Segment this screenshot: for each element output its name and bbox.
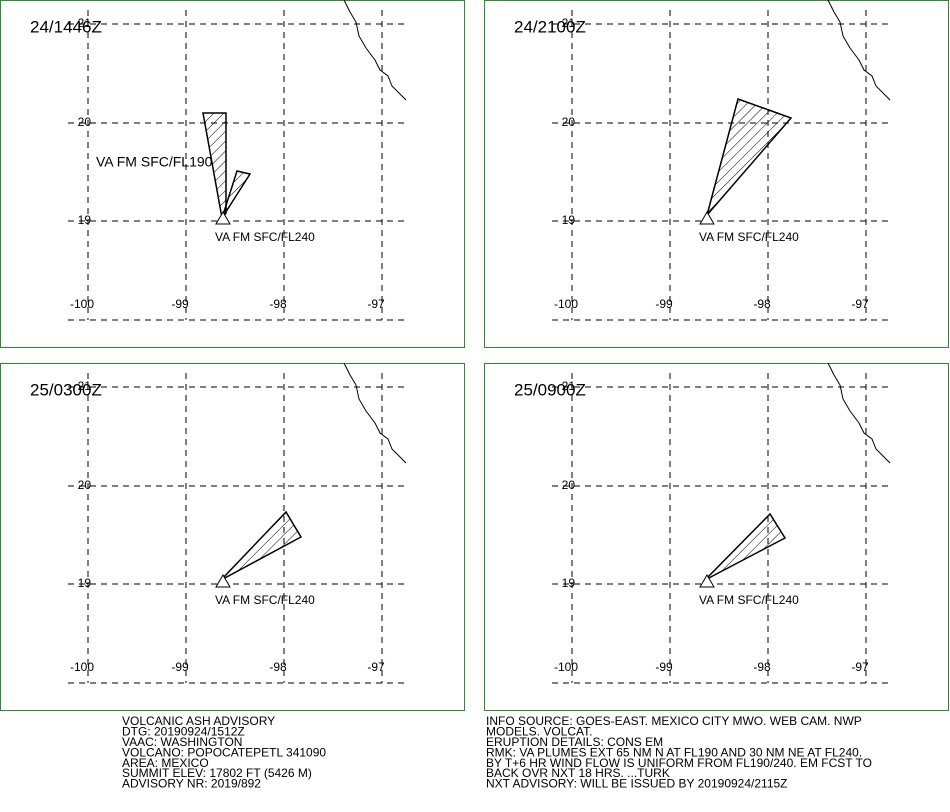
- advisory-line: VOLCANO: POPOCATEPETL 341090: [122, 745, 326, 759]
- lat-label: 19: [78, 213, 92, 227]
- ash-plume: [704, 512, 787, 581]
- panel-border: [484, 363, 949, 711]
- lat-label: 19: [78, 576, 92, 590]
- coastline: [827, 362, 891, 464]
- volcano-symbol: [699, 211, 715, 225]
- coastline: [343, 0, 407, 101]
- lat-label: 20: [78, 115, 92, 129]
- ash-label: VA FM SFC/FL240: [699, 593, 799, 607]
- advisory-line: BACK OVR NXT 18 HRS. ...TURK: [486, 766, 670, 780]
- panel-border: [0, 0, 465, 348]
- ash-label: VA FM SFC/FL190: [96, 154, 213, 170]
- lat-label: 21: [78, 16, 92, 30]
- advisory-line: NXT ADVISORY: WILL BE ISSUED BY 20190924…: [486, 777, 788, 791]
- valid-time: 25/0900Z: [514, 380, 586, 399]
- valid-time: 25/0300Z: [30, 380, 102, 399]
- map-panel: 21 20 19 -100 -99 -98 -97 25/0300Z VA FM SFC/FL2…: [0, 362, 465, 711]
- coastline: [343, 362, 407, 464]
- lat-label: 21: [78, 379, 92, 393]
- lon-label: -98: [269, 297, 287, 311]
- advisory-line: ADVISORY NR: 2019/892: [122, 777, 261, 791]
- ash-plume: [706, 98, 793, 216]
- lat-label: 21: [562, 16, 576, 30]
- advisory-line: VAAC: WASHINGTON: [122, 735, 242, 749]
- lon-label: -98: [753, 660, 771, 674]
- lon-label: -98: [269, 660, 287, 674]
- ash-label: VA FM SFC/FL240: [699, 230, 799, 244]
- lat-label: 21: [562, 379, 576, 393]
- lat-label: 19: [562, 576, 576, 590]
- panel-border: [0, 363, 465, 711]
- lon-label: -100: [70, 660, 94, 674]
- lon-label: -97: [851, 660, 869, 674]
- lon-label: -97: [851, 297, 869, 311]
- advisory-line: RMK: VA PLUMES EXT 65 NM N AT FL190 AND …: [486, 745, 862, 759]
- ash-label: VA FM SFC/FL240: [215, 593, 315, 607]
- coastline: [827, 0, 891, 101]
- advisory-line: ERUPTION DETAILS: CONS EM: [486, 735, 663, 749]
- map-panel: 21 20 19 -100 -99 -98 -97 24/1446Z VA FM SFC/FL1…: [0, 0, 465, 348]
- lon-label: -99: [655, 660, 673, 674]
- advisory-line: DTG: 20190924/1512Z: [122, 725, 245, 739]
- lon-label: -98: [753, 297, 771, 311]
- panel-border: [484, 0, 949, 348]
- volcano-symbol: [215, 574, 231, 588]
- lat-label: 20: [562, 115, 576, 129]
- valid-time: 24/2100Z: [514, 17, 586, 36]
- volcano-symbol: [215, 211, 231, 225]
- advisory-line: BY T+6 HR WIND FLOW IS UNIFORM FROM FL19…: [486, 756, 872, 770]
- lat-label: 20: [78, 478, 92, 492]
- advisory-line: SUMMIT ELEV: 17802 FT (5426 M): [122, 766, 312, 780]
- lon-label: -99: [171, 297, 189, 311]
- lon-label: -100: [70, 297, 94, 311]
- advisory-line: INFO SOURCE: GOES-EAST. MEXICO CITY MWO.…: [486, 714, 862, 728]
- volcano-symbol: [699, 574, 715, 588]
- lon-label: -97: [367, 297, 385, 311]
- ash-plume: [221, 170, 252, 219]
- lat-label: 19: [562, 213, 576, 227]
- valid-time: 24/1446Z: [30, 17, 102, 36]
- lat-label: 20: [562, 478, 576, 492]
- advisory-line: VOLCANIC ASH ADVISORY: [122, 714, 275, 728]
- lon-label: -99: [655, 297, 673, 311]
- advisory-line: AREA: MEXICO: [122, 756, 209, 770]
- lon-label: -97: [367, 660, 385, 674]
- ash-label: VA FM SFC/FL240: [215, 230, 315, 244]
- lon-label: -100: [554, 660, 578, 674]
- ash-plume: [220, 510, 303, 581]
- lon-label: -100: [554, 297, 578, 311]
- map-panel: 21 20 19 -100 -99 -98 -97 25/0900Z VA FM SFC/FL2…: [484, 362, 949, 711]
- map-panel: 21 20 19 -100 -99 -98 -97 24/2100Z VA FM SFC/FL2…: [484, 0, 949, 348]
- advisory-line: MODELS. VOLCAT.: [486, 725, 592, 739]
- lon-label: -99: [171, 660, 189, 674]
